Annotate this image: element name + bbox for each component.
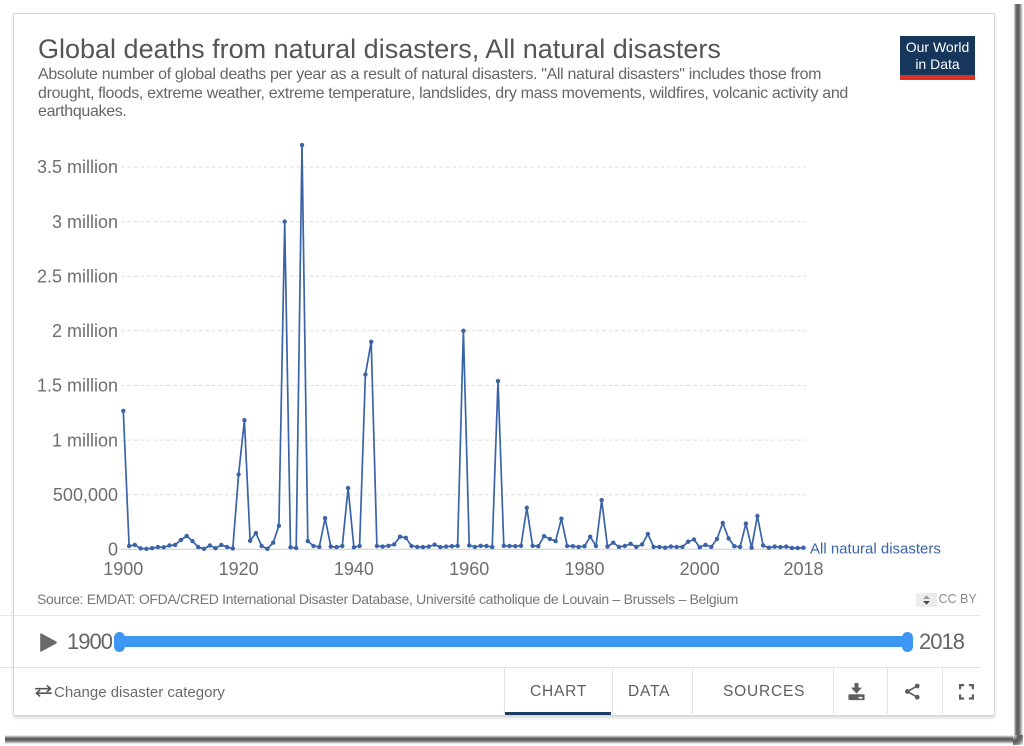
- svg-text:3 million: 3 million: [52, 212, 118, 232]
- svg-text:1960: 1960: [449, 559, 489, 579]
- svg-text:0: 0: [108, 540, 118, 560]
- svg-text:1.5 million: 1.5 million: [37, 376, 118, 396]
- svg-text:500,000: 500,000: [53, 485, 118, 505]
- svg-text:1 million: 1 million: [52, 430, 118, 450]
- svg-text:2000: 2000: [680, 559, 720, 579]
- svg-text:1940: 1940: [334, 559, 374, 579]
- svg-text:2 million: 2 million: [52, 321, 118, 341]
- svg-text:3.5 million: 3.5 million: [37, 157, 118, 177]
- svg-text:1980: 1980: [564, 559, 604, 579]
- svg-text:1920: 1920: [219, 559, 259, 579]
- svg-text:All natural disasters: All natural disasters: [810, 541, 941, 558]
- svg-text:2.5 million: 2.5 million: [37, 266, 118, 286]
- svg-text:1900: 1900: [103, 559, 143, 579]
- svg-text:2018: 2018: [783, 559, 823, 579]
